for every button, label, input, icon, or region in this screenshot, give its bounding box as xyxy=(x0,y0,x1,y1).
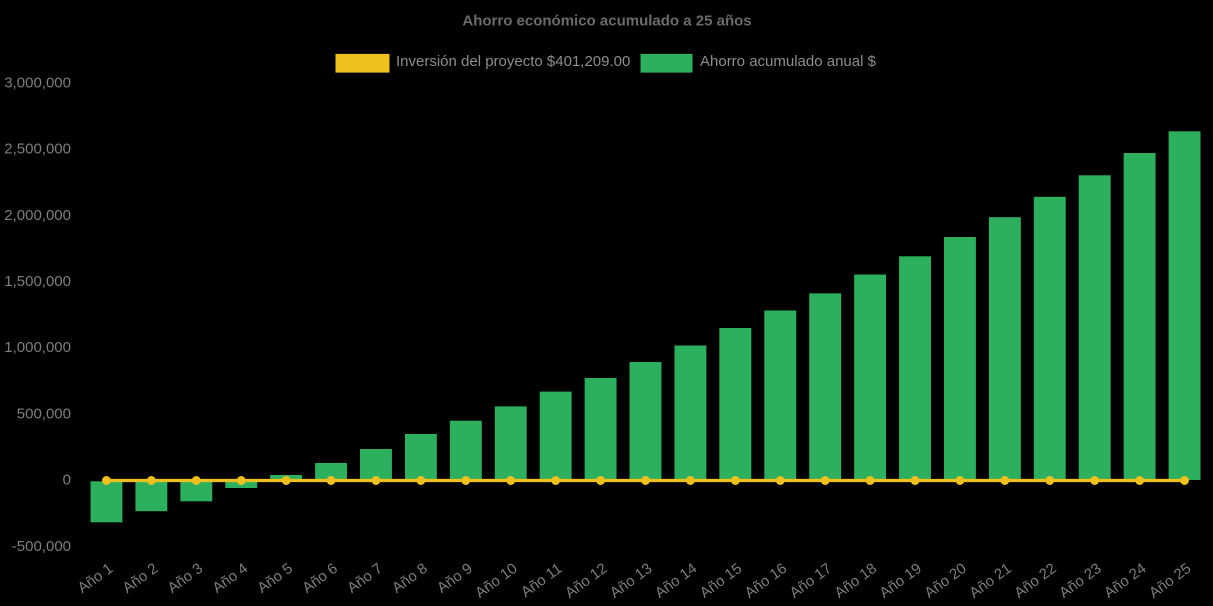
svg-text:1,000,000: 1,000,000 xyxy=(4,339,71,356)
svg-text:-500,000: -500,000 xyxy=(12,538,71,555)
svg-text:2,500,000: 2,500,000 xyxy=(4,141,71,158)
svg-text:0: 0 xyxy=(63,472,71,489)
svg-text:Inversión del proyecto $401,20: Inversión del proyecto $401,209.00 xyxy=(396,53,630,70)
svg-text:Ahorro económico acumulado a 2: Ahorro económico acumulado a 25 años xyxy=(462,13,751,30)
svg-text:3,000,000: 3,000,000 xyxy=(4,74,71,91)
svg-text:500,000: 500,000 xyxy=(17,405,71,422)
svg-text:2,000,000: 2,000,000 xyxy=(4,207,71,224)
svg-text:1,500,000: 1,500,000 xyxy=(4,273,71,290)
svg-text:Ahorro acumulado anual $: Ahorro acumulado anual $ xyxy=(700,53,877,70)
